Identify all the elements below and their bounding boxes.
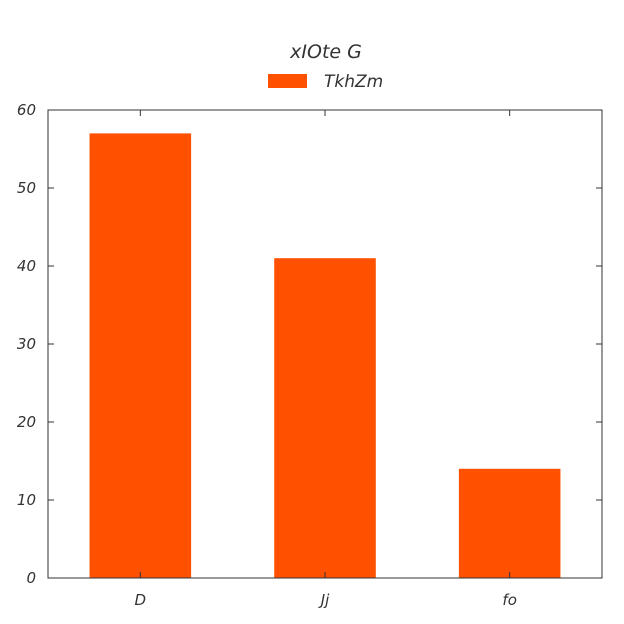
chart-title: xIOte G bbox=[289, 41, 362, 63]
bar-D bbox=[89, 133, 192, 578]
y-tick-label: 20 bbox=[17, 413, 36, 431]
y-tick-label: 60 bbox=[17, 101, 36, 119]
y-tick-label: 10 bbox=[17, 491, 36, 509]
plot-area: 0 10 20 30 40 50 60 D Jj fo bbox=[17, 101, 603, 609]
bar-fo bbox=[458, 468, 561, 578]
bar-Jj bbox=[274, 258, 376, 578]
legend-label: TkhZm bbox=[324, 72, 383, 92]
legend-swatch bbox=[268, 74, 307, 88]
x-tick-label: fo bbox=[502, 591, 516, 609]
y-tick-label: 30 bbox=[17, 335, 36, 353]
x-tick-label: D bbox=[135, 591, 147, 609]
y-tick-label: 40 bbox=[17, 257, 36, 275]
y-tick-label: 0 bbox=[26, 569, 36, 587]
x-tick-label: Jj bbox=[318, 591, 330, 609]
y-tick-label: 50 bbox=[17, 179, 36, 197]
